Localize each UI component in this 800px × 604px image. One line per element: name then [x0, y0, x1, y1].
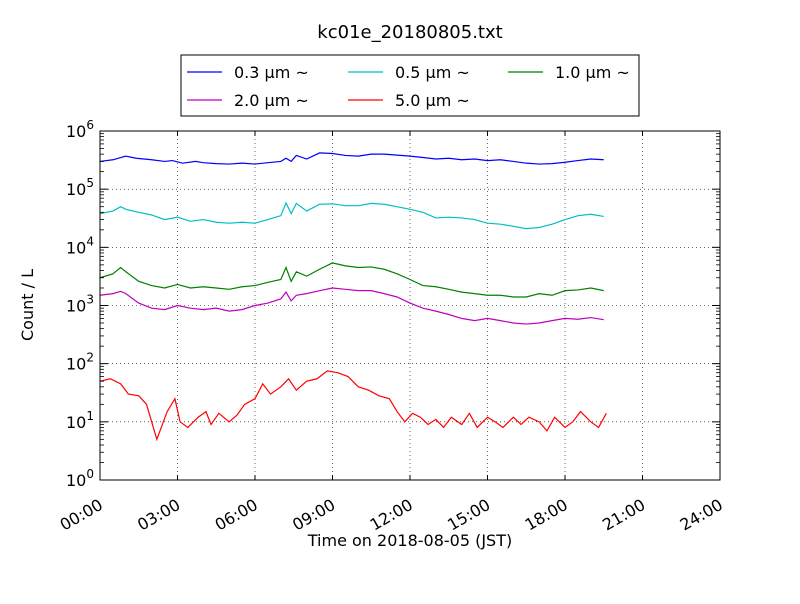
- legend-label-0: 0.3 μm ~: [234, 63, 309, 82]
- legend-label-3: 2.0 μm ~: [234, 91, 309, 110]
- y-tick-label: 106: [66, 118, 94, 141]
- legend-label-2: 1.0 μm ~: [555, 63, 630, 82]
- y-tick-label: 104: [66, 234, 94, 257]
- x-axis-label: Time on 2018-08-05 (JST): [307, 531, 512, 550]
- legend: 0.3 μm ~ 0.5 μm ~ 1.0 μm ~ 2.0 μm ~ 5.0 μm ~: [180, 54, 640, 117]
- y-tick-label: 102: [66, 351, 94, 374]
- y-tick-label: 105: [66, 176, 94, 199]
- series-layer: [99, 152, 607, 442]
- y-tick-label: 101: [66, 409, 94, 432]
- y-tick-label: 103: [66, 293, 94, 316]
- series-line-1: [99, 201, 604, 230]
- chart-title: kc01e_20180805.txt: [317, 22, 502, 43]
- legend-label-4: 5.0 μm ~: [395, 91, 470, 110]
- series-line-4: [99, 370, 607, 442]
- series-line-2: [99, 262, 604, 298]
- grid-layer: [100, 131, 720, 480]
- y-axis-label: Count / L: [18, 269, 37, 341]
- legend-box: [180, 54, 640, 117]
- series-line-0: [99, 152, 604, 165]
- series-line-3: [99, 287, 604, 325]
- legend-label-1: 0.5 μm ~: [395, 63, 470, 82]
- y-tick-label: 100: [66, 467, 94, 490]
